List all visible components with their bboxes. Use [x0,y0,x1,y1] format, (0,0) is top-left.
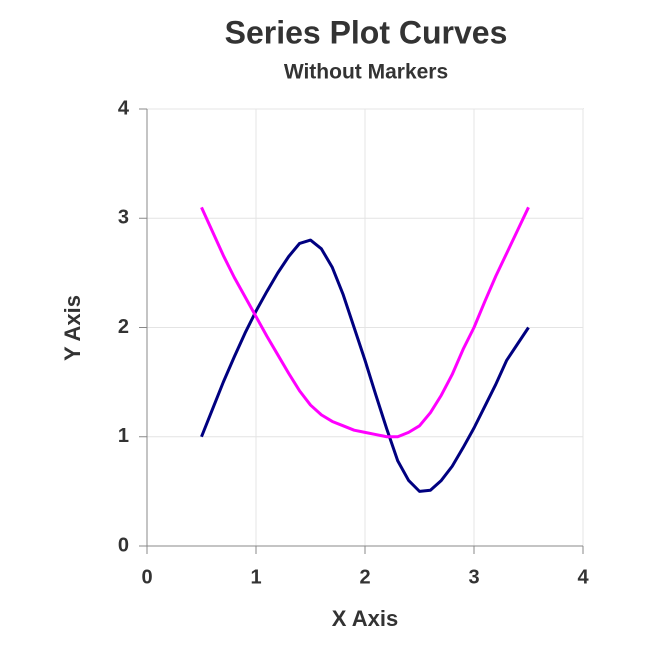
x-tick-label: 0 [141,566,152,588]
x-axis-label: X Axis [332,606,398,631]
x-tick-label: 3 [468,566,479,588]
y-tick-label: 1 [118,425,129,447]
x-tick-label: 1 [250,566,261,588]
y-tick-label: 2 [118,316,129,338]
y-tick-label: 3 [118,207,129,229]
x-tick-label: 2 [359,566,370,588]
series-line [200,206,530,439]
chart-title: Series Plot Curves [225,14,508,50]
x-tick-label: 4 [577,566,589,588]
y-tick-label: 0 [118,534,129,556]
chart-subtitle: Without Markers [284,61,448,84]
y-axis-label: Y Axis [60,295,85,361]
series-line [200,238,530,493]
y-tick-label: 4 [118,97,130,119]
